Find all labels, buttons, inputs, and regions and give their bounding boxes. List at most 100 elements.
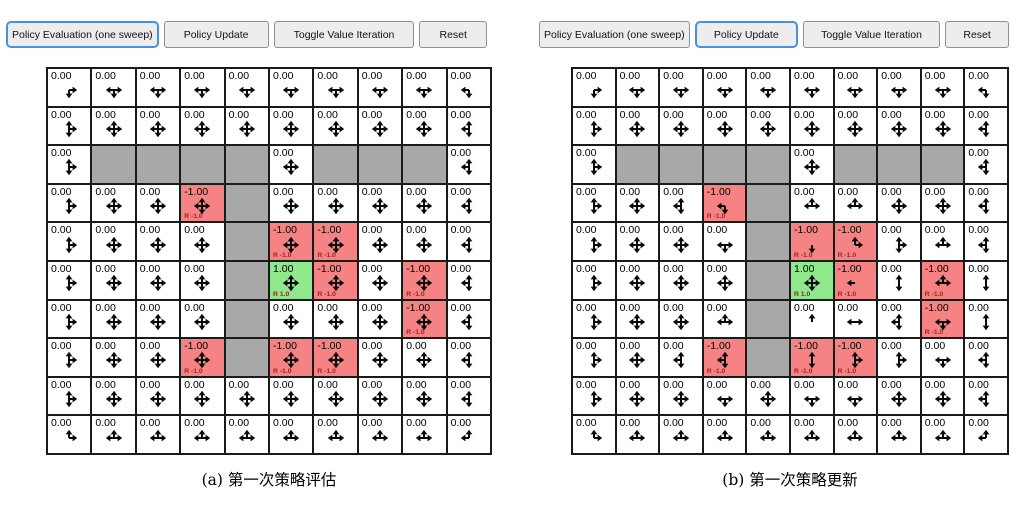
grid-cell[interactable]: 0.00 [180,299,225,339]
grid-cell[interactable]: 0.00 [313,183,358,223]
grid-cell[interactable]: 0.00 [135,68,181,107]
wall-cell[interactable] [877,145,921,184]
grid-cell[interactable]: 0.00 [877,68,921,107]
grid-cell[interactable]: 0.00 [702,106,747,146]
grid-cell[interactable]: 0.00 [91,260,136,300]
grid-cell[interactable]: 0.00 [47,183,92,223]
reset-button[interactable]: Reset [419,21,487,48]
grid-cell[interactable]: 0.00 [789,183,834,223]
penalty-cell[interactable]: -1.00 R -1.0 [920,299,965,339]
grid-cell[interactable]: 0.00 [135,183,181,223]
grid-cell[interactable]: 0.00 [789,299,834,339]
grid-cell[interactable]: 0.00 [920,376,965,416]
grid-cell[interactable]: 0.00 [224,376,269,416]
grid-cell[interactable]: 0.00 [91,299,136,339]
grid-cell[interactable]: 0.00 [224,68,269,107]
penalty-cell[interactable]: -1.00 R -1.0 [833,260,878,300]
grid-cell[interactable]: 0.00 [659,376,703,416]
grid-cell[interactable]: 0.00 [313,415,358,454]
grid-cell[interactable]: 0.00 [702,299,747,339]
grid-cell[interactable]: 0.00 [402,415,447,454]
grid-cell[interactable]: 0.00 [269,68,314,107]
grid-cell[interactable]: 0.00 [180,415,225,454]
grid-cell[interactable]: 0.00 [833,183,878,223]
grid-cell[interactable]: 0.00 [313,299,358,339]
grid-cell[interactable]: 0.00 [446,260,491,300]
grid-cell[interactable]: 0.00 [224,415,269,454]
penalty-cell[interactable]: -1.00 R -1.0 [313,222,358,261]
grid-cell[interactable]: 0.00 [357,183,403,223]
grid-cell[interactable]: 0.00 [702,68,747,107]
wall-cell[interactable] [135,145,181,184]
grid-cell[interactable]: 0.00 [615,415,660,454]
grid-cell[interactable]: 0.00 [47,145,92,184]
wall-cell[interactable] [746,183,790,223]
grid-cell[interactable]: 0.00 [402,376,447,416]
grid-cell[interactable]: 0.00 [357,299,403,339]
grid-cell[interactable]: 0.00 [833,106,878,146]
grid-cell[interactable]: 0.00 [47,222,92,261]
grid-cell[interactable]: 0.00 [964,183,1008,223]
grid-cell[interactable]: 0.00 [789,415,834,454]
grid-cell[interactable]: 0.00 [402,106,447,146]
penalty-cell[interactable]: -1.00 R -1.0 [833,222,878,261]
grid-cell[interactable]: 0.00 [135,376,181,416]
grid-cell[interactable]: 0.00 [964,68,1008,107]
policy-update-button[interactable]: Policy Update [694,21,798,48]
grid-cell[interactable]: 0.00 [920,183,965,223]
grid-cell[interactable]: 0.00 [877,299,921,339]
grid-cell[interactable]: 0.00 [572,299,616,339]
grid-cell[interactable]: 0.00 [659,183,703,223]
grid-cell[interactable]: 0.00 [964,106,1008,146]
grid-cell[interactable]: 0.00 [135,222,181,261]
wall-cell[interactable] [224,145,269,184]
penalty-cell[interactable]: -1.00 R -1.0 [313,260,358,300]
grid-cell[interactable]: 0.00 [47,415,92,454]
grid-cell[interactable]: 0.00 [357,415,403,454]
grid-cell[interactable]: 0.00 [920,68,965,107]
grid-cell[interactable]: 0.00 [446,376,491,416]
grid-cell[interactable]: 0.00 [615,376,660,416]
grid-cell[interactable]: 0.00 [135,338,181,377]
grid-cell[interactable]: 0.00 [964,145,1008,184]
grid-cell[interactable]: 0.00 [135,106,181,146]
grid-cell[interactable]: 0.00 [357,338,403,377]
grid-cell[interactable]: 0.00 [702,222,747,261]
grid-cell[interactable]: 0.00 [964,338,1008,377]
grid-cell[interactable]: 0.00 [659,299,703,339]
grid-cell[interactable]: 0.00 [615,183,660,223]
grid-cell[interactable]: 0.00 [964,299,1008,339]
grid-cell[interactable]: 0.00 [357,68,403,107]
grid-cell[interactable]: 0.00 [746,106,790,146]
penalty-cell[interactable]: -1.00 R -1.0 [702,183,747,223]
penalty-cell[interactable]: -1.00 R -1.0 [789,338,834,377]
grid-cell[interactable]: 0.00 [659,338,703,377]
grid-cell[interactable]: 0.00 [572,222,616,261]
grid-cell[interactable]: 0.00 [746,376,790,416]
penalty-cell[interactable]: -1.00 R -1.0 [789,222,834,261]
grid-cell[interactable]: 0.00 [313,68,358,107]
grid-cell[interactable]: 0.00 [572,145,616,184]
policy-evaluation-button[interactable]: Policy Evaluation (one sweep) [6,21,159,48]
grid-cell[interactable]: 0.00 [91,415,136,454]
penalty-cell[interactable]: -1.00 R -1.0 [920,260,965,300]
grid-cell[interactable]: 0.00 [446,222,491,261]
wall-cell[interactable] [357,145,403,184]
grid-cell[interactable]: 0.00 [877,106,921,146]
grid-cell[interactable]: 0.00 [789,376,834,416]
grid-cell[interactable]: 0.00 [47,299,92,339]
penalty-cell[interactable]: -1.00 R -1.0 [180,183,225,223]
grid-cell[interactable]: 0.00 [702,415,747,454]
goal-cell[interactable]: 1.00 R 1.0 [789,260,834,300]
grid-cell[interactable]: 0.00 [659,68,703,107]
grid-cell[interactable]: 0.00 [180,222,225,261]
grid-cell[interactable]: 0.00 [91,106,136,146]
policy-evaluation-button[interactable]: Policy Evaluation (one sweep) [539,21,690,48]
penalty-cell[interactable]: -1.00 R -1.0 [313,338,358,377]
grid-cell[interactable]: 0.00 [269,145,314,184]
wall-cell[interactable] [746,260,790,300]
grid-cell[interactable]: 0.00 [446,299,491,339]
wall-cell[interactable] [746,299,790,339]
wall-cell[interactable] [833,145,878,184]
grid-cell[interactable]: 0.00 [269,299,314,339]
